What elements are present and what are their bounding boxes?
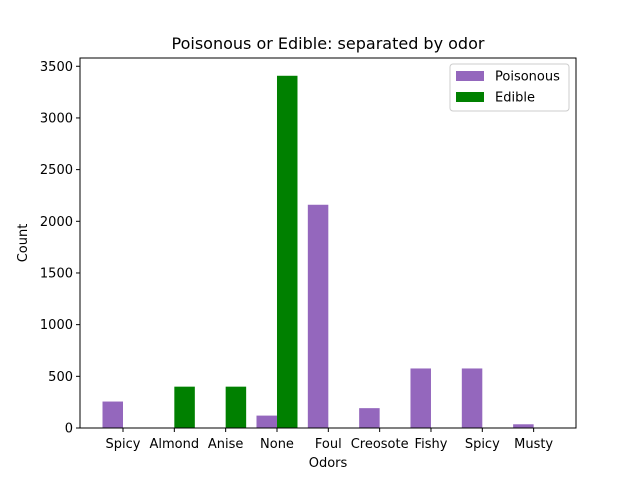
y-axis-label: Count — [16, 224, 31, 263]
y-tick-label: 3500 — [40, 60, 73, 75]
y-tick-label: 1500 — [40, 266, 73, 281]
x-tick-label: Spicy — [106, 437, 141, 452]
legend-label-poisonous: Poisonous — [495, 70, 560, 85]
x-tick-label: Creosote — [351, 437, 409, 452]
bar-poisonous-3 — [256, 415, 277, 428]
bar-poisonous-4 — [307, 204, 329, 428]
bars — [102, 75, 534, 428]
x-tick-label: Anise — [208, 437, 244, 452]
bar-edible-3 — [276, 75, 298, 428]
y-tick-label: 2000 — [40, 215, 73, 230]
x-tick-label: Musty — [514, 437, 553, 452]
bar-edible-1 — [174, 386, 195, 428]
plot-frame — [79, 57, 577, 429]
y-tick-label: 1000 — [40, 318, 73, 333]
legend-label-edible: Edible — [495, 91, 535, 106]
bar-poisonous-8 — [513, 424, 534, 428]
y-axis: 0 500 1000 1500 2000 2500 3000 3500 — [40, 60, 80, 437]
bar-poisonous-6 — [410, 368, 431, 428]
x-tick-label: Spicy — [465, 437, 500, 452]
y-tick-label: 500 — [48, 370, 73, 385]
x-axis-label: Odors — [309, 456, 348, 471]
x-tick-label: Fishy — [415, 437, 448, 452]
x-tick-label: None — [260, 437, 294, 452]
legend-swatch-poisonous — [456, 71, 484, 81]
x-tick-label: Foul — [315, 437, 342, 452]
bar-edible-2 — [225, 386, 247, 428]
chart-title: Poisonous or Edible: separated by odor — [172, 34, 485, 53]
x-axis: Spicy Almond Anise None Foul Creosote Fishy Spi… — [106, 428, 553, 452]
legend: Poisonous Edible — [449, 63, 570, 112]
bar-poisonous-5 — [359, 408, 380, 428]
x-tick-label: Almond — [150, 437, 200, 452]
y-tick-label: 3000 — [40, 111, 73, 126]
y-tick-label: 0 — [65, 422, 73, 437]
bar-poisonous-0 — [102, 401, 123, 428]
bar-poisonous-7 — [461, 368, 483, 428]
y-tick-label: 2500 — [40, 163, 73, 178]
legend-swatch-edible — [456, 92, 484, 102]
